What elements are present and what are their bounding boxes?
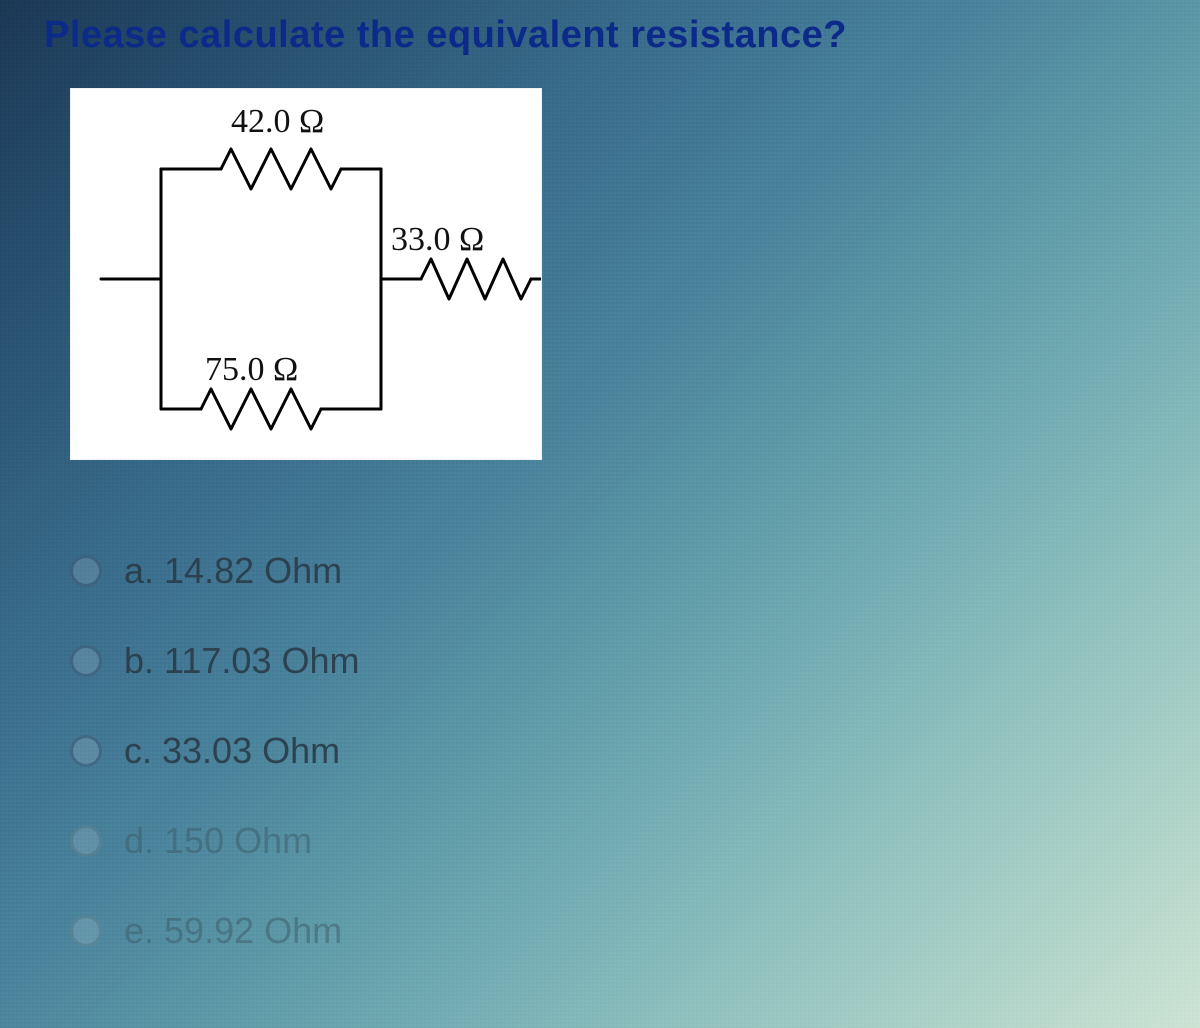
radio-icon bbox=[70, 825, 102, 857]
option-label: a. 14.82 Ohm bbox=[124, 550, 342, 592]
radio-icon bbox=[70, 735, 102, 767]
option-a[interactable]: a. 14.82 Ohm bbox=[70, 550, 359, 592]
question-text: Please calculate the equivalent resistan… bbox=[44, 14, 847, 57]
radio-icon bbox=[70, 555, 102, 587]
circuit-diagram: 42.0 Ω 33.0 Ω 75.0 Ω bbox=[70, 88, 542, 460]
option-label: b. 117.03 Ohm bbox=[124, 640, 359, 682]
radio-icon bbox=[70, 915, 102, 947]
answer-options: a. 14.82 Ohm b. 117.03 Ohm c. 33.03 Ohm … bbox=[70, 550, 359, 1000]
option-d[interactable]: d. 150 Ohm bbox=[70, 820, 359, 862]
option-label: e. 59.92 Ohm bbox=[124, 910, 342, 952]
option-label: c. 33.03 Ohm bbox=[124, 730, 340, 772]
option-label: d. 150 Ohm bbox=[124, 820, 312, 862]
option-c[interactable]: c. 33.03 Ohm bbox=[70, 730, 359, 772]
radio-icon bbox=[70, 645, 102, 677]
option-e[interactable]: e. 59.92 Ohm bbox=[70, 910, 359, 952]
option-b[interactable]: b. 117.03 Ohm bbox=[70, 640, 359, 682]
circuit-svg bbox=[71, 89, 541, 459]
